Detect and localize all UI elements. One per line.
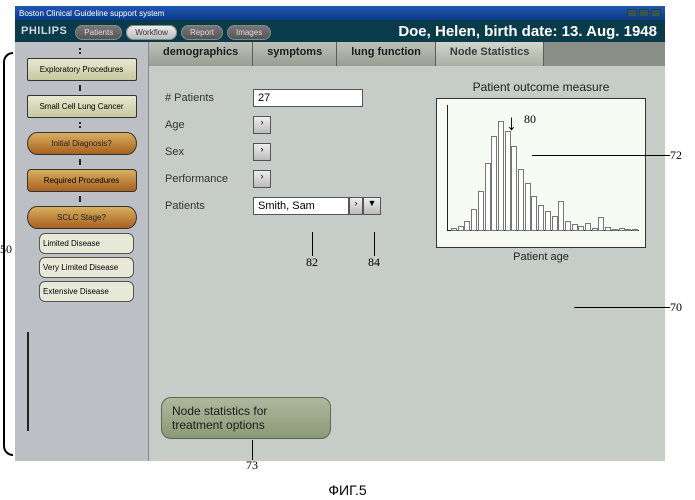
histogram-bar [605, 227, 611, 231]
callout-84: 84 [368, 255, 380, 270]
window-title: Boston Clinical Guideline support system [19, 9, 164, 18]
flow-branch[interactable]: Extensive Disease [39, 281, 134, 302]
nav-buttons: Patients Workflow Report Images [75, 22, 275, 40]
histogram-bar [451, 228, 457, 231]
chart-title: Patient outcome measure [427, 80, 655, 94]
age-label: Age [165, 119, 253, 131]
window-titlebar: Boston Clinical Guideline support system [15, 6, 665, 20]
histogram-bar [565, 221, 571, 231]
node-statistics-button[interactable]: Node statistics for treatment options [161, 397, 331, 439]
callout-arrow-80: ↓ [506, 110, 517, 136]
flow-node[interactable]: Small Cell Lung Cancer [27, 95, 137, 118]
tab-lung-function[interactable]: lung function [337, 42, 436, 66]
brand-logo: PHILIPS [21, 25, 67, 37]
sex-expand-button[interactable]: › [253, 143, 271, 161]
minimize-button[interactable] [627, 9, 637, 17]
app-window: Boston Clinical Guideline support system… [15, 6, 665, 461]
callout-73: 73 [246, 458, 258, 473]
flow-branch[interactable]: Limited Disease [39, 233, 134, 254]
figure-label: ФИГ.5 [0, 482, 695, 498]
histogram-bar [625, 229, 631, 231]
histogram-bar [478, 191, 484, 231]
tab-node-statistics[interactable]: Node Statistics [436, 42, 544, 66]
tab-demographics[interactable]: demographics [149, 42, 253, 66]
flow-node[interactable]: Exploratory Procedures [27, 58, 137, 81]
histogram-bar [632, 229, 638, 231]
histogram-bar [592, 228, 598, 231]
callout-80: 80 [524, 112, 536, 127]
chart-x-axis-label: Patient age [427, 251, 655, 263]
tab-bar: demographicssymptomslung functionNode St… [149, 42, 665, 66]
histogram-bar [612, 229, 618, 231]
chart-area: Patient outcome measure Patient age [427, 80, 655, 263]
patients-count-input[interactable] [253, 89, 363, 107]
callout-line-70 [574, 307, 670, 308]
histogram-bar [552, 216, 558, 231]
histogram-bar [471, 209, 477, 231]
patient-select-next[interactable]: › [349, 197, 363, 215]
histogram-bar [458, 226, 464, 231]
close-button[interactable] [651, 9, 661, 17]
callout-82: 82 [306, 255, 318, 270]
histogram-bar [498, 121, 504, 231]
sex-label: Sex [165, 146, 253, 158]
tab-symptoms[interactable]: symptoms [253, 42, 337, 66]
patients-label: Patients [165, 200, 253, 212]
main-panel: demographicssymptomslung functionNode St… [148, 42, 665, 461]
histogram-bar [511, 146, 517, 231]
histogram-bar [558, 201, 564, 231]
histogram-bar [485, 163, 491, 231]
histogram-chart [436, 98, 646, 248]
histogram-bar [598, 217, 604, 231]
patient-banner: Doe, Helen, birth date: 13. Aug. 1948 [398, 23, 657, 40]
callout-50: 50 [0, 242, 12, 257]
flow-node[interactable]: SCLC Stage? [27, 206, 137, 229]
flow-node[interactable]: Initial Diagnosis? [27, 132, 137, 155]
nav-workflow[interactable]: Workflow [126, 25, 177, 40]
histogram-bar [585, 223, 591, 231]
callout-line-73 [252, 440, 253, 460]
nav-patients[interactable]: Patients [75, 25, 122, 40]
node-statistics-panel: # Patients Age › Sex › Performance › Pat… [149, 66, 665, 461]
callout-70: 70 [670, 300, 682, 315]
histogram-bar [572, 224, 578, 231]
patient-select-input[interactable] [253, 197, 349, 215]
callout-line-72 [532, 155, 670, 156]
maximize-button[interactable] [639, 9, 649, 17]
callout-line-84 [374, 232, 375, 256]
histogram-bar [518, 169, 524, 231]
nav-report[interactable]: Report [181, 25, 223, 40]
app-header: PHILIPS Patients Workflow Report Images Doe… [15, 20, 665, 42]
histogram-bar [531, 196, 537, 231]
patient-select-dropdown[interactable]: ▼ [363, 197, 381, 215]
flow-branch[interactable]: Very Limited Disease [39, 257, 134, 278]
histogram-bar [491, 136, 497, 231]
histogram-bar [464, 221, 470, 231]
histogram-bar [538, 205, 544, 231]
age-expand-button[interactable]: › [253, 116, 271, 134]
performance-expand-button[interactable]: › [253, 170, 271, 188]
histogram-bar [619, 228, 625, 231]
patients-count-label: # Patients [165, 92, 253, 104]
histogram-bar [545, 211, 551, 231]
nav-images[interactable]: Images [227, 25, 271, 40]
callout-line-82 [312, 232, 313, 256]
performance-label: Performance [165, 173, 253, 185]
callout-72: 72 [670, 148, 682, 163]
workflow-sidebar: Exploratory Procedures Small Cell Lung Ca… [15, 42, 148, 461]
flow-node[interactable]: Required Procedures [27, 169, 137, 192]
histogram-bar [525, 183, 531, 231]
histogram-bar [505, 131, 511, 231]
histogram-bar [578, 226, 584, 231]
